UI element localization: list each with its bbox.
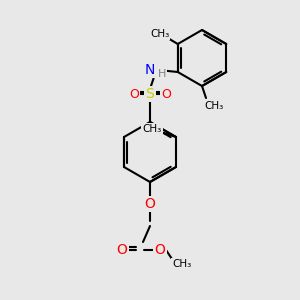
Text: O: O [117,243,128,257]
Text: H: H [158,69,166,79]
Text: N: N [145,63,155,77]
Text: CH₃: CH₃ [204,101,224,111]
Text: CH₃: CH₃ [172,259,192,269]
Text: S: S [146,87,154,101]
Text: CH₃: CH₃ [142,124,162,134]
Text: O: O [129,88,139,100]
Text: CH₃: CH₃ [150,29,170,39]
Text: O: O [154,243,165,257]
Text: O: O [145,197,155,211]
Text: O: O [161,88,171,100]
